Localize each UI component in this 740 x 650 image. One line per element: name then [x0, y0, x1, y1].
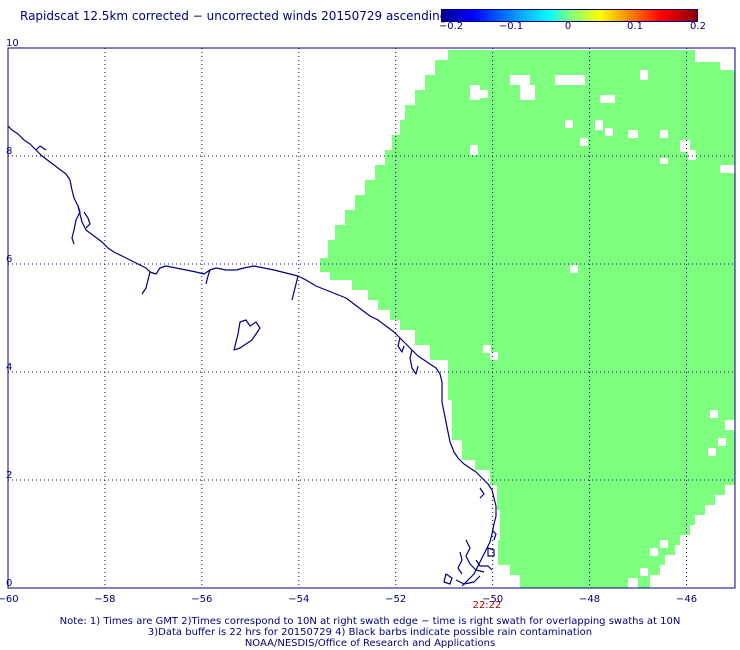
y-tick-label: 8 — [6, 146, 12, 157]
coastline-delta-1 — [465, 539, 485, 573]
coastline-inlet-6 — [397, 337, 405, 353]
y-tick-label: 4 — [6, 362, 12, 373]
coastline-inlet-1 — [71, 205, 81, 245]
coastline-delta-3 — [475, 559, 493, 571]
coastline-inlet-4 — [205, 269, 211, 285]
map-frame — [7, 47, 736, 589]
coastline-small-1 — [491, 529, 497, 541]
note-line-2: 3)Data buffer is 22 hrs for 20150729 4) … — [147, 627, 593, 638]
x-tick-label: −58 — [94, 594, 115, 605]
y-axis-labels: 0 2 4 6 8 10 — [6, 38, 19, 589]
coastline-main — [7, 125, 497, 587]
y-tick-label: 0 — [6, 578, 12, 589]
colorbar-tick-label: 0.1 — [627, 21, 643, 32]
x-axis-labels: −60 −58 −56 −54 −52 −50 −48 −46 — [0, 594, 697, 605]
colorbar-tick-label: 0 — [564, 21, 572, 32]
coastline-inlet-3 — [141, 271, 151, 295]
swath-polygon — [320, 50, 735, 588]
coastline-delta-2 — [457, 551, 463, 575]
wind-swath — [320, 50, 735, 588]
coastline-delta-4 — [455, 575, 481, 585]
note-line-1: Note: 1) Times are GMT 2)Times correspon… — [59, 616, 681, 627]
x-tick-label: −54 — [288, 594, 309, 605]
island-delta-1 — [487, 547, 495, 557]
map-title: Rapidscat 12.5km corrected − uncorrected… — [20, 9, 448, 23]
colorbar — [441, 9, 698, 22]
y-tick-label: 10 — [6, 38, 19, 49]
footer-notes: Note: 1) Times are GMT 2)Times correspon… — [0, 616, 740, 649]
x-tick-label: −50 — [482, 594, 503, 605]
coastline-small-2 — [479, 487, 485, 499]
island-lake — [233, 319, 261, 351]
swath-time-label: 22:22 — [472, 600, 502, 611]
x-tick-label: −46 — [676, 594, 697, 605]
colorbar-tick-label: −0.2 — [438, 21, 464, 32]
x-tick-label: −60 — [0, 594, 19, 605]
colorbar-tick-label: −0.1 — [498, 21, 524, 32]
swath-gaps — [470, 50, 735, 588]
colorbar-tick-label: 0.2 — [690, 21, 706, 32]
coastline-inlet-5 — [291, 275, 299, 301]
y-tick-label: 6 — [6, 254, 12, 265]
island-delta-2 — [443, 573, 453, 585]
note-line-3: NOAA/NESDIS/Office of Research and Appli… — [244, 638, 496, 649]
y-tick-label: 2 — [6, 470, 12, 481]
coastline-inlet-8 — [35, 145, 47, 151]
coastline-inlet-2 — [83, 211, 91, 229]
x-tick-label: −52 — [385, 594, 406, 605]
x-tick-label: −56 — [191, 594, 212, 605]
x-tick-label: −48 — [579, 594, 600, 605]
coastline-inlet-7 — [409, 349, 419, 375]
coastline — [7, 125, 497, 587]
